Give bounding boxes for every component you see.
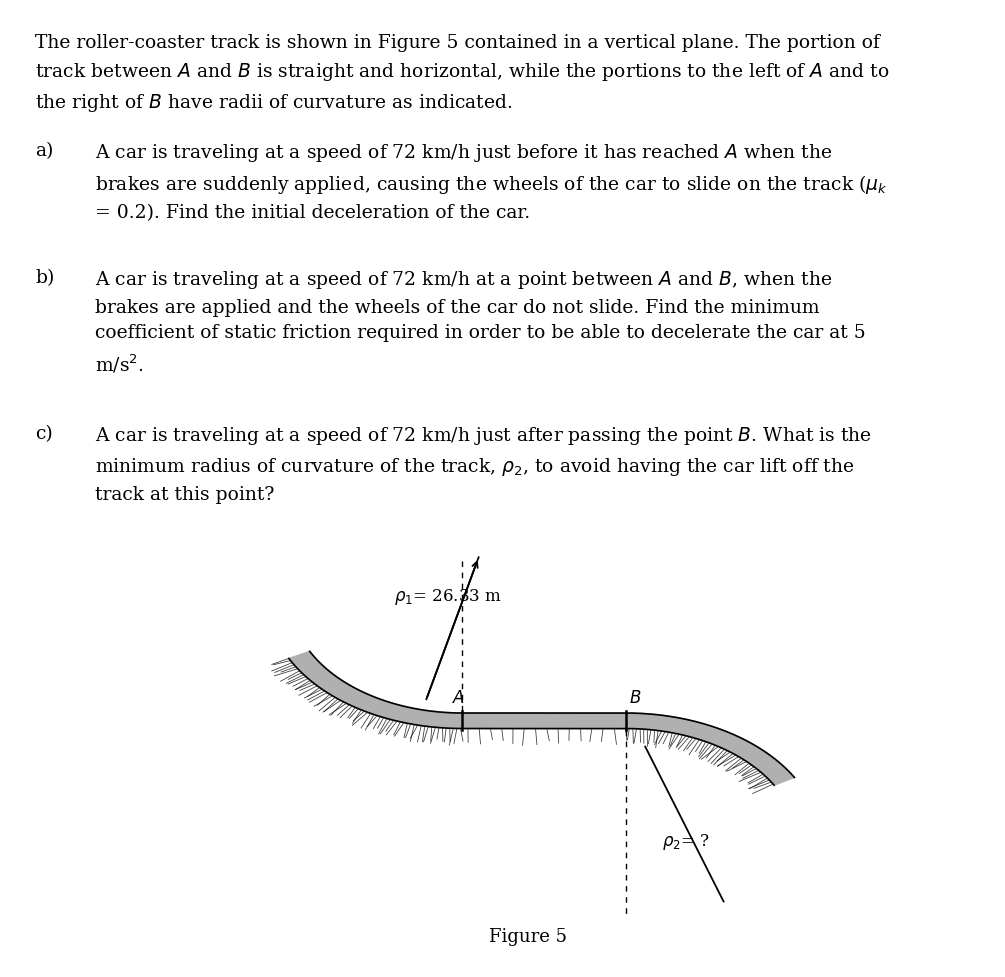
Polygon shape	[288, 652, 794, 786]
Text: The roller-coaster track is shown in Figure 5 contained in a vertical plane. The: The roller-coaster track is shown in Fig…	[35, 34, 889, 113]
Text: A car is traveling at a speed of 72 km/h at a point between $A$ and $B$, when th: A car is traveling at a speed of 72 km/h…	[95, 269, 866, 374]
Text: b): b)	[35, 269, 54, 286]
Text: A car is traveling at a speed of 72 km/h just after passing the point $B$. What : A car is traveling at a speed of 72 km/h…	[95, 425, 872, 503]
Text: $\rho_1$= 26.33 m: $\rho_1$= 26.33 m	[394, 586, 501, 607]
Text: Figure 5: Figure 5	[488, 926, 567, 945]
Text: $A$: $A$	[452, 689, 465, 706]
Text: $\rho_2$= ?: $\rho_2$= ?	[661, 831, 710, 851]
Text: a): a)	[35, 142, 53, 159]
Text: $B$: $B$	[629, 689, 641, 706]
Text: c): c)	[35, 425, 53, 443]
Text: A car is traveling at a speed of 72 km/h just before it has reached $A$ when the: A car is traveling at a speed of 72 km/h…	[95, 142, 888, 222]
